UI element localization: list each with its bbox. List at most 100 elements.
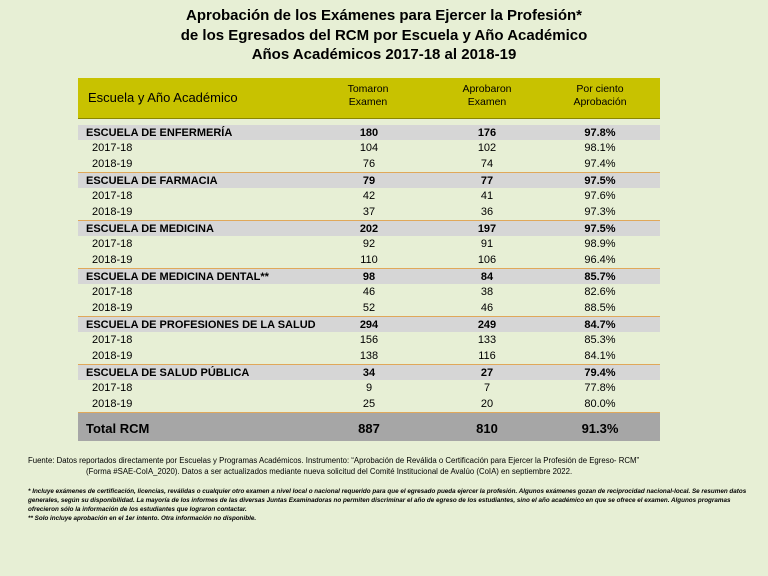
year-took: 76	[362, 158, 376, 170]
header-took-line2: Examen	[348, 96, 388, 108]
year-pct: 97.4%	[584, 158, 616, 170]
school-pct: 97.5%	[584, 175, 616, 187]
year-name: 2018-19	[92, 398, 133, 410]
year-row: 2017-18 92 91 98.9%	[78, 236, 660, 252]
year-passed: 36	[480, 206, 494, 218]
year-took: 110	[360, 254, 378, 266]
year-name: 2018-19	[92, 302, 133, 314]
year-row: 2018-19 110 106 96.4%	[78, 252, 660, 268]
year-pct: 82.6%	[584, 286, 616, 298]
year-pct: 80.0%	[584, 398, 616, 410]
year-passed: 116	[478, 350, 496, 362]
page-title: Aprobación de los Exámenes para Ejercer …	[0, 6, 768, 65]
year-took: 104	[359, 142, 379, 154]
school-passed: 77	[480, 175, 494, 187]
school-row: ESCUELA DE PROFESIONES DE LA SALUD 294 249…	[78, 316, 660, 332]
year-row: 2017-18 104 102 98.1%	[78, 140, 660, 156]
year-passed: 74	[480, 158, 494, 170]
school-passed: 84	[480, 271, 494, 283]
school-name: ESCUELA DE MEDICINA	[86, 223, 214, 235]
footnote-1: * Incluye exámenes de certificación, lic…	[28, 488, 747, 513]
school-name: ESCUELA DE MEDICINA DENTAL**	[86, 271, 269, 283]
table-header: Escuela y Año Académico Tomaron Examen A…	[78, 78, 660, 119]
year-pct: 85.3%	[584, 334, 616, 346]
year-name: 2017-18	[92, 190, 133, 202]
school-name: ESCUELA DE PROFESIONES DE LA SALUD	[86, 319, 316, 331]
school-pct: 97.8%	[584, 127, 616, 139]
school-took: 180	[359, 127, 379, 139]
year-pct: 84.1%	[584, 350, 616, 362]
year-row: 2018-19 52 46 88.5%	[78, 300, 660, 316]
school-took: 202	[359, 223, 379, 235]
year-passed: 20	[480, 398, 494, 410]
year-pct: 98.9%	[584, 238, 616, 250]
school-pct: 84.7%	[584, 319, 616, 331]
header-passed-line1: Aprobaron	[462, 83, 512, 95]
year-took: 46	[362, 286, 376, 298]
header-school: Escuela y Año Académico	[88, 90, 238, 105]
year-took: 42	[362, 190, 376, 202]
total-took: 887	[358, 421, 380, 436]
year-name: 2018-19	[92, 350, 133, 362]
year-passed: 91	[480, 238, 494, 250]
year-passed: 38	[480, 286, 494, 298]
year-row: 2018-19 76 74 97.4%	[78, 156, 660, 172]
year-took: 92	[362, 238, 376, 250]
header-passed: Aprobaron Examen	[427, 83, 547, 109]
school-row: ESCUELA DE MEDICINA DENTAL** 98 84 85.7%	[78, 268, 660, 284]
year-pct: 77.8%	[584, 382, 616, 394]
year-pct: 96.4%	[584, 254, 616, 266]
year-passed: 133	[477, 334, 497, 346]
year-pct: 98.1%	[584, 142, 616, 154]
header-pct: Por ciento Aprobación	[540, 83, 660, 109]
school-name: ESCUELA DE SALUD PÚBLICA	[86, 367, 250, 379]
year-row: 2017-18 42 41 97.6%	[78, 188, 660, 204]
year-row: 2017-18 156 133 85.3%	[78, 332, 660, 348]
school-row: ESCUELA DE SALUD PÚBLICA 34 27 79.4%	[78, 364, 660, 380]
year-row: 2018-19 138 116 84.1%	[78, 348, 660, 364]
year-took: 52	[362, 302, 376, 314]
year-took: 25	[362, 398, 376, 410]
header-pct-line1: Por ciento	[576, 83, 624, 95]
total-pct: 91.3%	[581, 421, 619, 436]
total-passed: 810	[476, 421, 498, 436]
school-passed: 197	[477, 223, 497, 235]
year-took: 156	[359, 334, 379, 346]
school-name: ESCUELA DE ENFERMERÍA	[86, 127, 233, 139]
year-name: 2017-18	[92, 382, 133, 394]
school-pct: 79.4%	[584, 367, 616, 379]
year-passed: 7	[483, 382, 491, 394]
year-name: 2018-19	[92, 158, 133, 170]
total-label: Total RCM	[86, 421, 150, 436]
year-took: 9	[365, 382, 373, 394]
school-took: 79	[362, 175, 376, 187]
year-passed: 41	[480, 190, 494, 202]
year-row: 2018-19 37 36 97.3%	[78, 204, 660, 220]
year-name: 2017-18	[92, 286, 133, 298]
footnote-2: ** Solo incluye aprobación en el 1er int…	[28, 515, 257, 522]
school-row: ESCUELA DE ENFERMERÍA 180 176 97.8%	[78, 125, 660, 140]
school-took: 98	[362, 271, 376, 283]
year-passed: 46	[480, 302, 494, 314]
title-line-2: de los Egresados del RCM por Escuela y A…	[180, 26, 588, 44]
school-row: ESCUELA DE MEDICINA 202 197 97.5%	[78, 220, 660, 236]
year-pct: 88.5%	[584, 302, 616, 314]
title-line-1: Aprobación de los Exámenes para Ejercer …	[186, 7, 582, 24]
source-line-1: Fuente: Datos reportados directamente po…	[28, 456, 640, 465]
footnotes: * Incluye exámenes de certificación, lic…	[28, 487, 753, 523]
year-row: 2018-19 25 20 80.0%	[78, 396, 660, 412]
header-pct-line2: Aprobación	[573, 96, 627, 108]
year-row: 2017-18 46 38 82.6%	[78, 284, 660, 300]
header-took: Tomaron Examen	[308, 83, 428, 109]
approval-table: Escuela y Año Académico Tomaron Examen A…	[78, 78, 660, 441]
school-pct: 97.5%	[584, 223, 616, 235]
school-pct: 85.7%	[584, 271, 616, 283]
source-note: Fuente: Datos reportados directamente po…	[28, 455, 748, 477]
year-name: 2017-18	[92, 142, 133, 154]
total-row: Total RCM 887 810 91.3%	[78, 412, 660, 441]
title-line-3: Años Académicos 2017-18 al 2018-19	[251, 46, 517, 63]
year-name: 2017-18	[92, 334, 133, 346]
year-passed: 106	[477, 254, 497, 266]
school-took: 294	[359, 319, 379, 331]
table-body: ESCUELA DE ENFERMERÍA 180 176 97.8% 2017-18 1…	[78, 125, 660, 412]
